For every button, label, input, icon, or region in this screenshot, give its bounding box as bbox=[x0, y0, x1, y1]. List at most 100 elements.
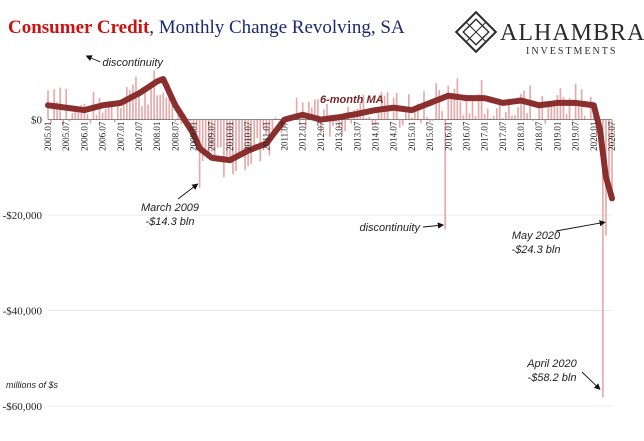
bar bbox=[253, 119, 256, 152]
bar bbox=[132, 84, 134, 120]
bar bbox=[477, 94, 480, 120]
x-tick-label: 2014.01 bbox=[370, 122, 380, 151]
bar bbox=[201, 119, 204, 162]
bar bbox=[459, 101, 462, 120]
bar bbox=[505, 112, 507, 120]
bar bbox=[171, 100, 174, 120]
bar bbox=[144, 89, 146, 120]
bar bbox=[192, 119, 195, 133]
y-tick-label: $0 bbox=[31, 115, 43, 127]
bar bbox=[374, 119, 377, 126]
bar bbox=[411, 117, 413, 120]
bar bbox=[404, 112, 407, 120]
bar bbox=[250, 119, 252, 165]
bar bbox=[380, 92, 383, 120]
annotation-arrow bbox=[581, 371, 601, 390]
bar bbox=[226, 119, 228, 162]
annotation-arrow bbox=[85, 55, 101, 63]
bar bbox=[74, 110, 77, 120]
bar bbox=[583, 115, 586, 120]
bar bbox=[465, 97, 468, 120]
bar bbox=[301, 102, 304, 120]
x-tick-label: 2013.01 bbox=[334, 122, 344, 151]
bar bbox=[189, 119, 192, 122]
bar bbox=[247, 119, 249, 167]
bar bbox=[204, 119, 207, 149]
bar bbox=[119, 107, 122, 120]
bar bbox=[495, 108, 498, 120]
annotation-arrow bbox=[177, 183, 199, 200]
bar bbox=[113, 119, 116, 123]
bar bbox=[608, 119, 610, 188]
bar bbox=[341, 119, 343, 137]
x-tick-label: 2018.01 bbox=[516, 122, 526, 151]
bar bbox=[526, 113, 528, 120]
bar bbox=[492, 115, 495, 120]
bar bbox=[65, 88, 68, 120]
moving-average-line bbox=[45, 76, 615, 202]
bar bbox=[126, 87, 128, 120]
bar bbox=[68, 119, 71, 122]
bar bbox=[129, 90, 131, 120]
bar bbox=[547, 105, 550, 120]
bar bbox=[232, 119, 234, 175]
x-tick-label: 2016.01 bbox=[443, 122, 453, 151]
annotation-discontinuity-2015: discontinuity bbox=[359, 222, 421, 234]
bar bbox=[517, 107, 519, 120]
bar bbox=[256, 119, 259, 139]
bar bbox=[550, 103, 553, 120]
bar bbox=[553, 106, 556, 120]
bar bbox=[295, 97, 298, 120]
bar bbox=[417, 103, 419, 120]
bar bbox=[365, 117, 368, 120]
y-axis-ticks: $0 -$20,000 -$40,000 -$60,000 bbox=[3, 115, 43, 413]
annotation-march-2009-value: -$14.3 bln bbox=[146, 216, 195, 228]
bar bbox=[138, 93, 140, 120]
bar bbox=[486, 108, 489, 120]
bar bbox=[350, 119, 353, 124]
bar bbox=[162, 92, 165, 120]
annotation-march-2009: March 2009 bbox=[141, 202, 199, 214]
bar bbox=[323, 109, 325, 120]
bar bbox=[420, 119, 422, 124]
x-tick-label: 2008.01 bbox=[152, 122, 162, 151]
annotation-april-2020-value: -$58.2 bln bbox=[528, 372, 577, 384]
logo-diamond-icon bbox=[454, 10, 498, 54]
bar bbox=[377, 109, 380, 120]
bar bbox=[483, 113, 486, 120]
x-tick-label: 2011.01 bbox=[261, 122, 271, 151]
bar bbox=[241, 119, 243, 152]
bar bbox=[195, 119, 198, 133]
bar bbox=[110, 105, 113, 120]
bar bbox=[556, 94, 559, 120]
bar bbox=[401, 119, 404, 126]
x-tick-label: 2007.07 bbox=[134, 121, 144, 151]
x-tick-label: 2014.07 bbox=[389, 121, 399, 151]
bar bbox=[116, 101, 119, 120]
bar bbox=[174, 119, 177, 122]
annotations: discontinuity March 2009 -$14.3 bln discont… bbox=[85, 55, 606, 390]
bar bbox=[168, 97, 171, 120]
x-tick-label: 2007.01 bbox=[116, 122, 126, 151]
bar bbox=[489, 118, 492, 120]
bar bbox=[474, 116, 477, 120]
bar bbox=[262, 119, 265, 129]
bar bbox=[307, 101, 310, 120]
bar bbox=[147, 104, 149, 120]
bar bbox=[89, 119, 92, 124]
bar bbox=[344, 119, 346, 132]
x-tick-label: 2009.01 bbox=[189, 122, 199, 151]
x-tick-label: 2019.01 bbox=[552, 122, 562, 151]
x-tick-label: 2015.01 bbox=[407, 122, 417, 151]
x-tick-label: 2011.07 bbox=[280, 121, 290, 150]
bar bbox=[447, 85, 450, 120]
bar bbox=[362, 94, 365, 120]
chart-title-part2: , Monthly Change Revolving, SA bbox=[149, 17, 405, 38]
bar bbox=[514, 115, 516, 120]
bar bbox=[329, 119, 331, 137]
bar bbox=[95, 114, 98, 120]
bar bbox=[326, 103, 328, 120]
bar bbox=[265, 119, 268, 135]
bar bbox=[426, 117, 428, 120]
